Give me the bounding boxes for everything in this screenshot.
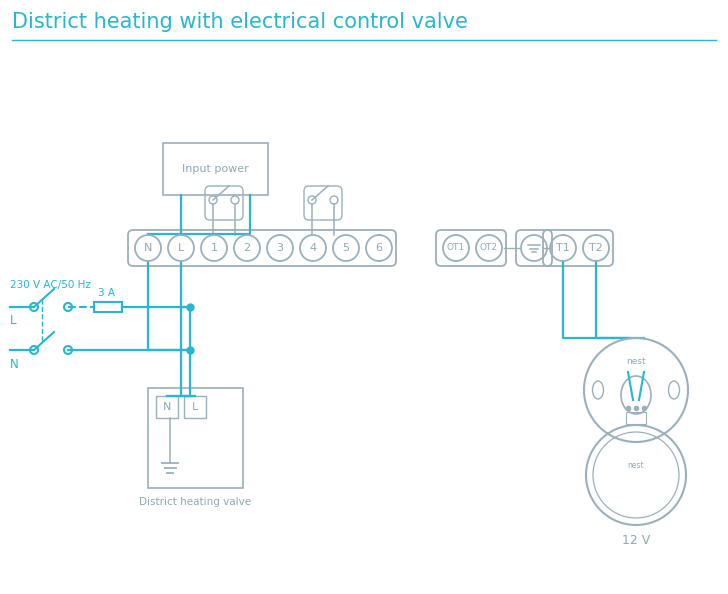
Text: L: L bbox=[192, 402, 198, 412]
Text: OT1: OT1 bbox=[447, 244, 465, 252]
Text: Input power: Input power bbox=[182, 164, 249, 174]
Text: 2: 2 bbox=[243, 243, 250, 253]
Text: N: N bbox=[163, 402, 171, 412]
Text: N: N bbox=[144, 243, 152, 253]
Text: 12 V: 12 V bbox=[622, 535, 650, 548]
Bar bbox=[156, 396, 178, 418]
Text: T1: T1 bbox=[556, 243, 570, 253]
Bar bbox=[94, 302, 122, 312]
Text: nest: nest bbox=[626, 358, 646, 366]
Text: District heating valve: District heating valve bbox=[140, 497, 252, 507]
Text: 5: 5 bbox=[342, 243, 349, 253]
Text: 4: 4 bbox=[309, 243, 317, 253]
Text: nest: nest bbox=[628, 460, 644, 469]
Text: 3: 3 bbox=[277, 243, 283, 253]
Text: 1: 1 bbox=[210, 243, 218, 253]
Text: OT2: OT2 bbox=[480, 244, 498, 252]
Bar bbox=[148, 388, 243, 488]
Text: 3 A: 3 A bbox=[98, 288, 114, 298]
Text: District heating with electrical control valve: District heating with electrical control… bbox=[12, 12, 468, 32]
Text: L: L bbox=[10, 314, 17, 327]
Text: N: N bbox=[10, 358, 19, 371]
Text: 230 V AC/50 Hz: 230 V AC/50 Hz bbox=[10, 280, 91, 290]
Text: L: L bbox=[178, 243, 184, 253]
Text: T2: T2 bbox=[589, 243, 603, 253]
Bar bbox=[163, 143, 268, 195]
Text: 6: 6 bbox=[376, 243, 382, 253]
Bar bbox=[184, 396, 206, 418]
Bar bbox=[626, 412, 646, 424]
